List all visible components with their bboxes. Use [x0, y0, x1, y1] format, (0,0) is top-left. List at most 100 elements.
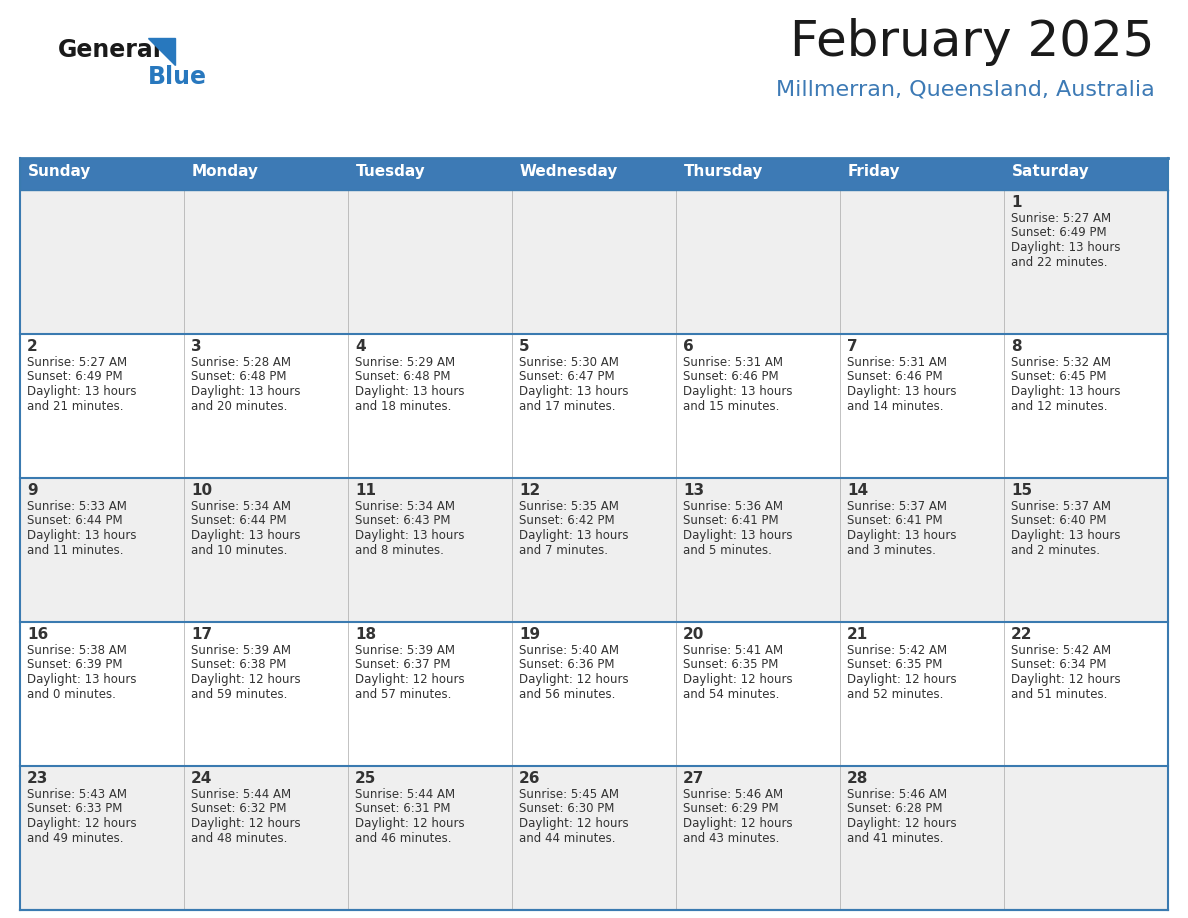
Text: Sunset: 6:28 PM: Sunset: 6:28 PM	[847, 802, 942, 815]
Text: and 51 minutes.: and 51 minutes.	[1011, 688, 1107, 700]
Text: and 49 minutes.: and 49 minutes.	[27, 832, 124, 845]
Text: and 20 minutes.: and 20 minutes.	[191, 399, 287, 412]
Text: 24: 24	[191, 771, 213, 786]
Text: 11: 11	[355, 483, 375, 498]
Text: Sunrise: 5:32 AM: Sunrise: 5:32 AM	[1011, 356, 1111, 369]
Text: Daylight: 12 hours: Daylight: 12 hours	[683, 673, 792, 686]
Text: Daylight: 12 hours: Daylight: 12 hours	[355, 817, 465, 830]
Text: Daylight: 13 hours: Daylight: 13 hours	[27, 529, 137, 542]
Text: 17: 17	[191, 627, 213, 642]
Text: Sunset: 6:49 PM: Sunset: 6:49 PM	[1011, 227, 1107, 240]
Text: Daylight: 13 hours: Daylight: 13 hours	[519, 529, 628, 542]
Text: Daylight: 13 hours: Daylight: 13 hours	[683, 385, 792, 398]
Text: Sunset: 6:48 PM: Sunset: 6:48 PM	[355, 371, 450, 384]
Text: 7: 7	[847, 339, 858, 354]
Text: Sunset: 6:43 PM: Sunset: 6:43 PM	[355, 514, 450, 528]
Text: Daylight: 12 hours: Daylight: 12 hours	[27, 817, 137, 830]
Text: Sunset: 6:44 PM: Sunset: 6:44 PM	[191, 514, 286, 528]
Text: and 15 minutes.: and 15 minutes.	[683, 399, 779, 412]
Text: General: General	[58, 38, 162, 62]
Text: Daylight: 13 hours: Daylight: 13 hours	[683, 529, 792, 542]
Text: and 7 minutes.: and 7 minutes.	[519, 543, 608, 556]
Text: Sunrise: 5:42 AM: Sunrise: 5:42 AM	[1011, 644, 1111, 657]
Text: Sunrise: 5:35 AM: Sunrise: 5:35 AM	[519, 500, 619, 513]
Text: Millmerran, Queensland, Australia: Millmerran, Queensland, Australia	[776, 80, 1155, 100]
Text: 14: 14	[847, 483, 868, 498]
Text: Sunrise: 5:46 AM: Sunrise: 5:46 AM	[683, 788, 783, 801]
Text: Sunset: 6:34 PM: Sunset: 6:34 PM	[1011, 658, 1106, 671]
Text: and 56 minutes.: and 56 minutes.	[519, 688, 615, 700]
Text: Daylight: 12 hours: Daylight: 12 hours	[1011, 673, 1120, 686]
Text: 8: 8	[1011, 339, 1022, 354]
Text: Sunset: 6:49 PM: Sunset: 6:49 PM	[27, 371, 122, 384]
Text: Thursday: Thursday	[684, 164, 764, 179]
Text: Sunrise: 5:29 AM: Sunrise: 5:29 AM	[355, 356, 455, 369]
Text: February 2025: February 2025	[790, 18, 1155, 66]
Text: and 17 minutes.: and 17 minutes.	[519, 399, 615, 412]
Text: 15: 15	[1011, 483, 1032, 498]
Text: 2: 2	[27, 339, 38, 354]
Text: Sunset: 6:29 PM: Sunset: 6:29 PM	[683, 802, 778, 815]
Text: Sunset: 6:46 PM: Sunset: 6:46 PM	[683, 371, 778, 384]
Text: Sunrise: 5:45 AM: Sunrise: 5:45 AM	[519, 788, 619, 801]
Text: and 12 minutes.: and 12 minutes.	[1011, 399, 1107, 412]
Text: and 14 minutes.: and 14 minutes.	[847, 399, 943, 412]
Text: Sunrise: 5:27 AM: Sunrise: 5:27 AM	[1011, 212, 1111, 225]
Text: Sunset: 6:32 PM: Sunset: 6:32 PM	[191, 802, 286, 815]
Text: and 43 minutes.: and 43 minutes.	[683, 832, 779, 845]
Text: 18: 18	[355, 627, 377, 642]
Text: Wednesday: Wednesday	[520, 164, 619, 179]
Text: Sunrise: 5:44 AM: Sunrise: 5:44 AM	[191, 788, 291, 801]
Text: Sunset: 6:48 PM: Sunset: 6:48 PM	[191, 371, 286, 384]
Text: Daylight: 13 hours: Daylight: 13 hours	[1011, 385, 1120, 398]
Text: 10: 10	[191, 483, 213, 498]
Text: and 11 minutes.: and 11 minutes.	[27, 543, 124, 556]
Text: Sunday: Sunday	[29, 164, 91, 179]
Text: Sunset: 6:41 PM: Sunset: 6:41 PM	[683, 514, 778, 528]
Text: Tuesday: Tuesday	[356, 164, 425, 179]
Text: Sunrise: 5:44 AM: Sunrise: 5:44 AM	[355, 788, 455, 801]
Text: Sunset: 6:35 PM: Sunset: 6:35 PM	[847, 658, 942, 671]
Text: Sunrise: 5:33 AM: Sunrise: 5:33 AM	[27, 500, 127, 513]
Text: Daylight: 13 hours: Daylight: 13 hours	[1011, 241, 1120, 254]
Text: and 21 minutes.: and 21 minutes.	[27, 399, 124, 412]
Text: Sunset: 6:45 PM: Sunset: 6:45 PM	[1011, 371, 1106, 384]
Text: Monday: Monday	[192, 164, 259, 179]
Text: Daylight: 13 hours: Daylight: 13 hours	[191, 385, 301, 398]
Text: Sunset: 6:30 PM: Sunset: 6:30 PM	[519, 802, 614, 815]
Text: Sunset: 6:37 PM: Sunset: 6:37 PM	[355, 658, 450, 671]
Text: 20: 20	[683, 627, 704, 642]
Text: 19: 19	[519, 627, 541, 642]
Text: Sunrise: 5:31 AM: Sunrise: 5:31 AM	[683, 356, 783, 369]
Text: and 5 minutes.: and 5 minutes.	[683, 543, 772, 556]
Text: 23: 23	[27, 771, 49, 786]
Text: Daylight: 13 hours: Daylight: 13 hours	[27, 385, 137, 398]
Text: Saturday: Saturday	[1012, 164, 1089, 179]
Text: Daylight: 13 hours: Daylight: 13 hours	[847, 529, 956, 542]
Text: Sunset: 6:35 PM: Sunset: 6:35 PM	[683, 658, 778, 671]
Text: 9: 9	[27, 483, 38, 498]
Text: Daylight: 13 hours: Daylight: 13 hours	[191, 529, 301, 542]
Text: Sunrise: 5:34 AM: Sunrise: 5:34 AM	[191, 500, 291, 513]
Text: Daylight: 12 hours: Daylight: 12 hours	[191, 817, 301, 830]
Text: 27: 27	[683, 771, 704, 786]
Text: and 59 minutes.: and 59 minutes.	[191, 688, 287, 700]
Text: Daylight: 12 hours: Daylight: 12 hours	[519, 817, 628, 830]
Text: Sunset: 6:44 PM: Sunset: 6:44 PM	[27, 514, 122, 528]
Text: Daylight: 12 hours: Daylight: 12 hours	[847, 673, 956, 686]
Text: 12: 12	[519, 483, 541, 498]
Text: Daylight: 13 hours: Daylight: 13 hours	[355, 529, 465, 542]
Text: 26: 26	[519, 771, 541, 786]
Text: Sunrise: 5:37 AM: Sunrise: 5:37 AM	[1011, 500, 1111, 513]
Text: and 48 minutes.: and 48 minutes.	[191, 832, 287, 845]
Text: Sunset: 6:33 PM: Sunset: 6:33 PM	[27, 802, 122, 815]
Text: Sunrise: 5:31 AM: Sunrise: 5:31 AM	[847, 356, 947, 369]
Text: Sunset: 6:36 PM: Sunset: 6:36 PM	[519, 658, 614, 671]
Text: 6: 6	[683, 339, 694, 354]
Text: Sunset: 6:39 PM: Sunset: 6:39 PM	[27, 658, 122, 671]
Text: Sunset: 6:31 PM: Sunset: 6:31 PM	[355, 802, 450, 815]
Text: Daylight: 12 hours: Daylight: 12 hours	[847, 817, 956, 830]
Text: 21: 21	[847, 627, 868, 642]
Text: 5: 5	[519, 339, 530, 354]
Text: Sunrise: 5:40 AM: Sunrise: 5:40 AM	[519, 644, 619, 657]
